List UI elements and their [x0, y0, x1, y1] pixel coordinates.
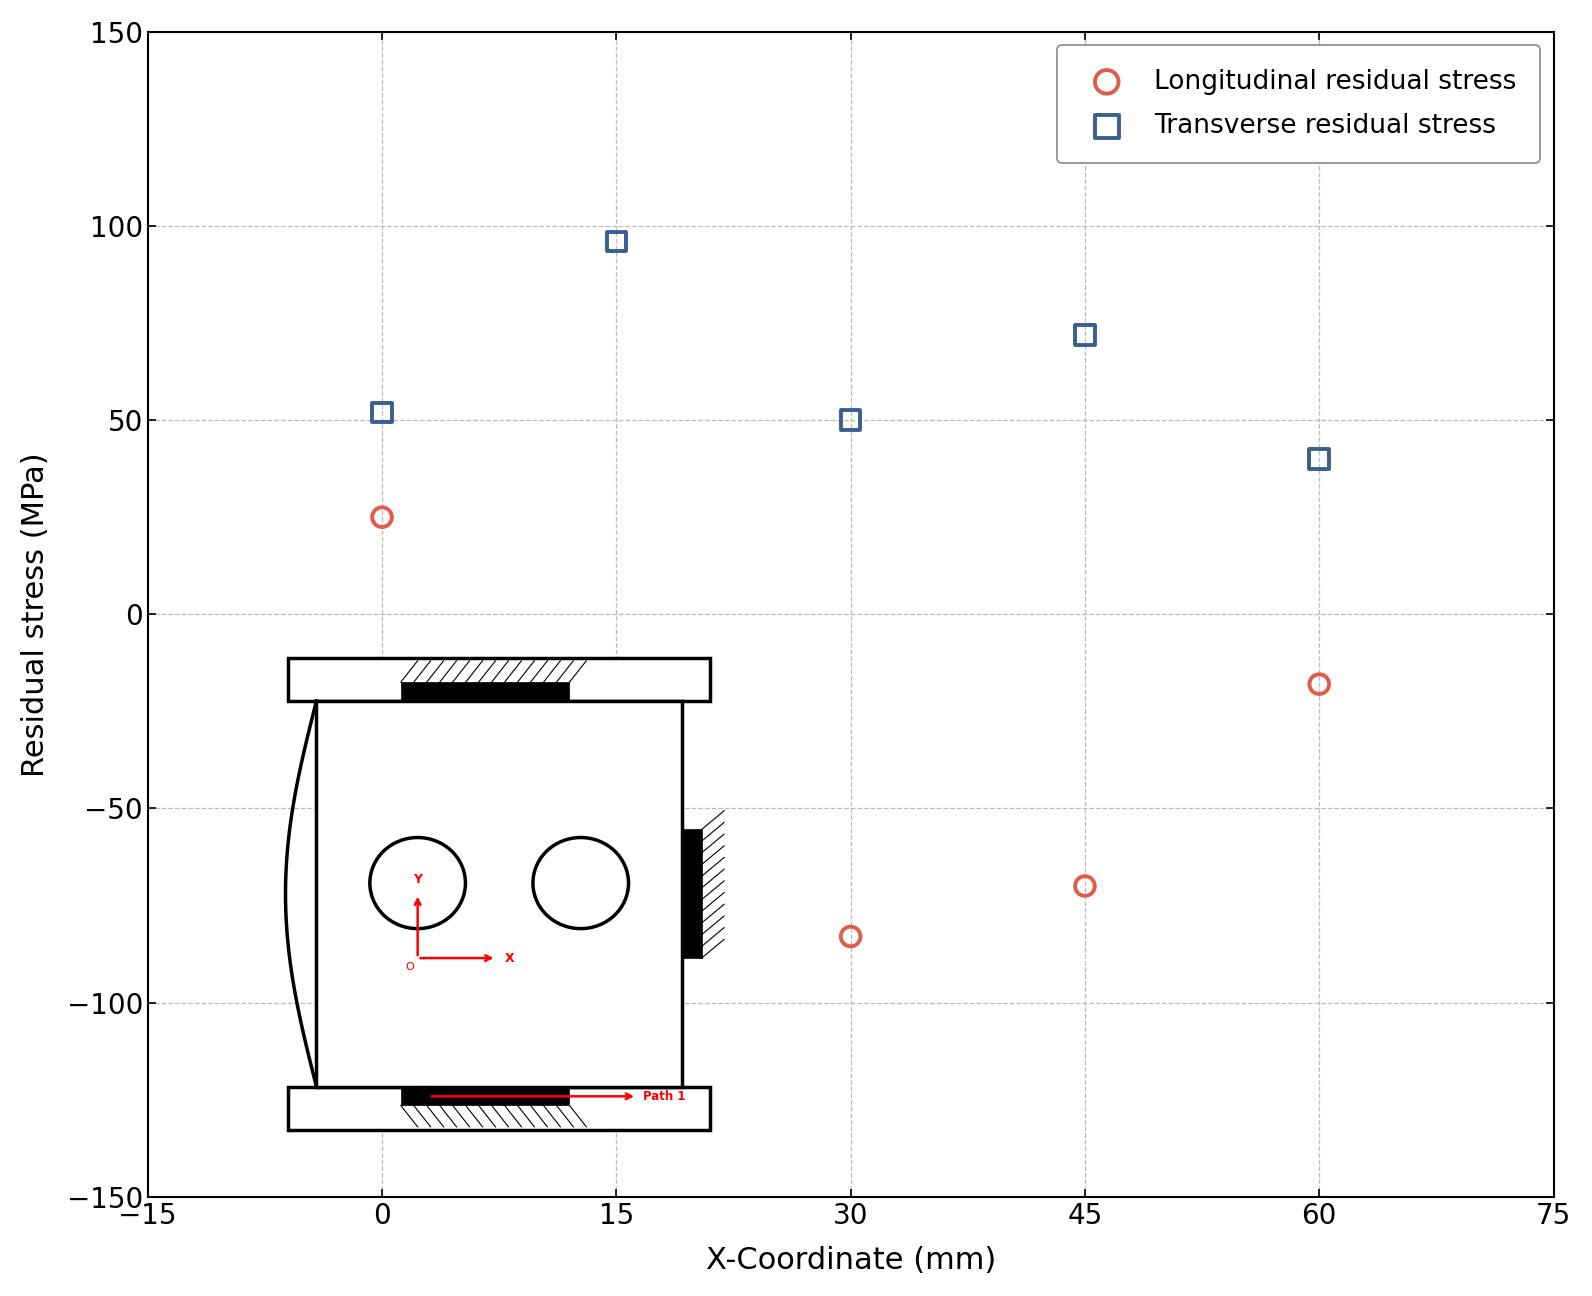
Longitudinal residual stress [1071, 876, 1097, 897]
Longitudinal residual stress [837, 927, 863, 947]
Longitudinal residual stress [369, 507, 395, 527]
Transverse residual stress [369, 402, 395, 422]
X-axis label: X-Coordinate (mm): X-Coordinate (mm) [705, 1247, 995, 1275]
Transverse residual stress [1307, 448, 1333, 469]
Longitudinal residual stress [1307, 674, 1333, 695]
Transverse residual stress [603, 231, 629, 251]
Transverse residual stress [837, 410, 863, 430]
Transverse residual stress [1071, 324, 1097, 345]
Legend: Longitudinal residual stress, Transverse residual stress: Longitudinal residual stress, Transverse… [1057, 45, 1541, 163]
Y-axis label: Residual stress (MPa): Residual stress (MPa) [21, 452, 49, 776]
Longitudinal residual stress [603, 767, 629, 788]
